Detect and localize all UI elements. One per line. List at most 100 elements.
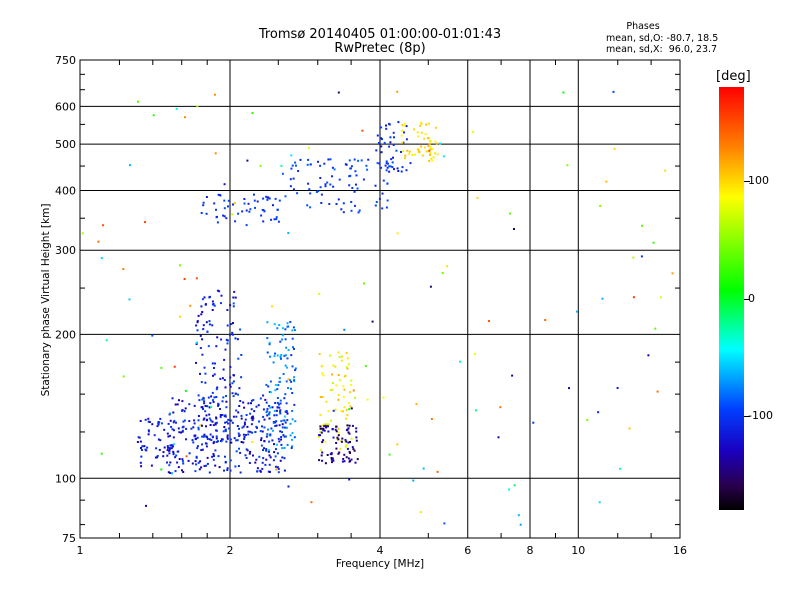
data-point bbox=[223, 199, 226, 202]
data-point bbox=[263, 210, 266, 213]
data-point bbox=[219, 408, 221, 410]
data-point bbox=[290, 154, 293, 157]
data-point bbox=[207, 396, 210, 399]
data-point bbox=[270, 427, 273, 430]
data-point bbox=[175, 421, 177, 424]
data-point bbox=[235, 415, 238, 418]
data-point bbox=[321, 459, 324, 462]
data-point bbox=[601, 297, 604, 300]
data-point bbox=[292, 188, 295, 191]
data-point bbox=[284, 364, 287, 367]
data-point bbox=[337, 431, 340, 434]
data-point bbox=[156, 456, 159, 459]
data-point bbox=[411, 153, 414, 156]
data-point bbox=[226, 434, 229, 437]
data-point bbox=[335, 447, 338, 450]
data-point bbox=[204, 381, 207, 384]
data-point bbox=[171, 428, 174, 431]
data-point bbox=[217, 440, 219, 443]
x-tick-label: 6 bbox=[464, 544, 471, 557]
data-point bbox=[222, 214, 225, 217]
data-point bbox=[209, 419, 212, 422]
data-point bbox=[203, 417, 206, 420]
data-point bbox=[172, 453, 175, 456]
data-point bbox=[429, 151, 431, 154]
data-point bbox=[383, 141, 386, 144]
data-point bbox=[222, 368, 225, 371]
data-point bbox=[166, 449, 169, 452]
data-point bbox=[233, 202, 236, 204]
data-point bbox=[236, 439, 239, 442]
data-point bbox=[276, 452, 279, 455]
data-point bbox=[347, 427, 350, 430]
data-point bbox=[237, 393, 239, 396]
data-point bbox=[324, 423, 327, 426]
data-point bbox=[232, 302, 235, 305]
data-point bbox=[278, 440, 281, 443]
data-point bbox=[198, 399, 201, 402]
data-point bbox=[269, 380, 272, 383]
data-point bbox=[351, 187, 354, 189]
data-point bbox=[167, 446, 169, 449]
data-point bbox=[195, 277, 198, 280]
data-point bbox=[220, 302, 222, 305]
data-point bbox=[412, 479, 415, 482]
data-point bbox=[332, 185, 335, 188]
data-point bbox=[128, 298, 131, 301]
data-point bbox=[378, 162, 381, 165]
data-point bbox=[401, 129, 404, 132]
data-point bbox=[261, 467, 264, 470]
data-point bbox=[274, 389, 277, 392]
data-point bbox=[279, 340, 282, 343]
data-point bbox=[350, 209, 353, 212]
data-point bbox=[341, 437, 344, 440]
data-point bbox=[336, 436, 339, 439]
data-point bbox=[182, 460, 184, 463]
data-point bbox=[212, 374, 214, 377]
data-point bbox=[152, 114, 155, 117]
data-point bbox=[350, 379, 353, 382]
y-tick-label: 600 bbox=[55, 100, 76, 113]
data-point bbox=[346, 414, 349, 417]
data-point bbox=[216, 336, 219, 339]
data-point bbox=[427, 145, 430, 148]
data-point bbox=[220, 440, 223, 443]
data-point bbox=[250, 417, 253, 420]
data-point bbox=[356, 187, 359, 190]
data-point bbox=[178, 431, 181, 434]
data-point bbox=[184, 116, 186, 119]
data-point bbox=[211, 391, 214, 394]
data-point bbox=[513, 484, 516, 487]
data-point bbox=[198, 468, 201, 471]
data-point bbox=[217, 402, 220, 405]
data-point bbox=[647, 354, 650, 357]
data-point bbox=[216, 221, 219, 224]
data-point bbox=[319, 431, 322, 433]
data-point bbox=[404, 154, 407, 157]
data-point bbox=[345, 352, 348, 355]
data-point bbox=[324, 183, 327, 186]
data-point bbox=[430, 418, 433, 420]
data-point bbox=[236, 338, 239, 341]
data-point bbox=[122, 375, 125, 378]
data-point bbox=[171, 397, 174, 400]
data-point bbox=[408, 152, 411, 155]
data-point bbox=[202, 328, 205, 331]
data-point bbox=[335, 442, 338, 444]
data-point bbox=[318, 292, 321, 295]
data-point bbox=[332, 459, 335, 462]
data-point bbox=[213, 304, 216, 307]
data-point bbox=[392, 156, 394, 159]
data-point bbox=[196, 105, 199, 108]
data-point bbox=[279, 380, 281, 383]
data-point bbox=[237, 357, 240, 360]
data-point bbox=[140, 449, 143, 451]
data-point bbox=[279, 430, 282, 433]
data-point bbox=[318, 434, 321, 437]
data-point bbox=[278, 324, 281, 326]
data-point bbox=[281, 423, 284, 426]
data-point bbox=[225, 440, 228, 443]
data-point bbox=[243, 202, 246, 205]
data-point bbox=[273, 414, 276, 417]
data-point bbox=[428, 122, 430, 125]
